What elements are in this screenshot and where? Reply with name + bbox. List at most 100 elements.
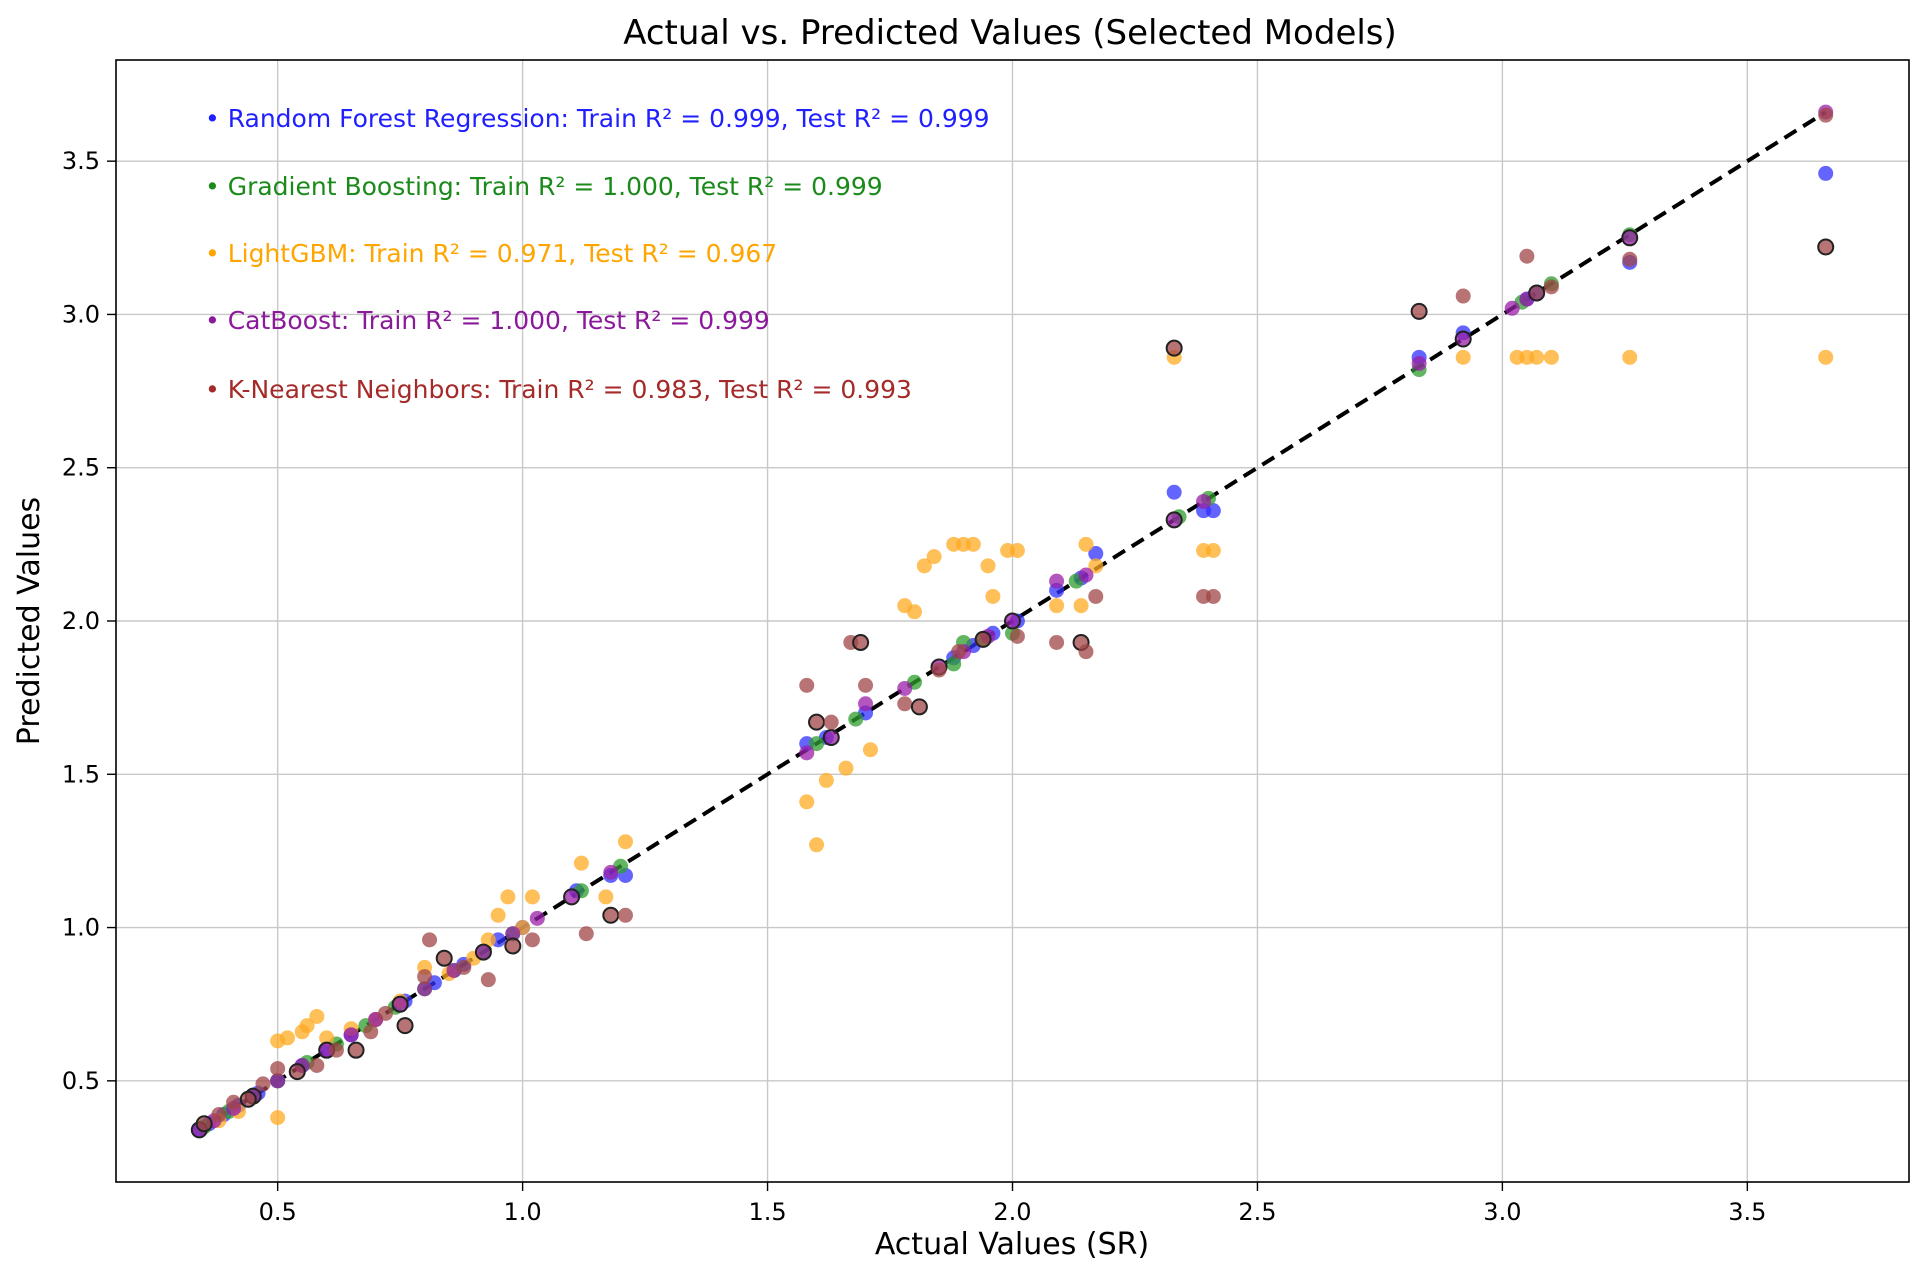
- data-point: [916, 558, 932, 574]
- data-point: [279, 1030, 295, 1046]
- data-point: [573, 855, 589, 871]
- data-point: [309, 1008, 325, 1024]
- data-point: [603, 864, 619, 880]
- data-point: [524, 932, 540, 948]
- data-point: [1009, 628, 1025, 644]
- data-point: [1622, 349, 1638, 365]
- data-point: [980, 558, 996, 574]
- data-point: [848, 711, 864, 727]
- data-point: [1454, 330, 1472, 348]
- data-point: [239, 1090, 257, 1108]
- data-point: [1818, 107, 1834, 123]
- y-tick-label: 1.0: [62, 914, 100, 942]
- data-point: [1166, 484, 1182, 500]
- data-point: [1165, 339, 1183, 357]
- data-point: [422, 932, 438, 948]
- data-point: [270, 1073, 286, 1089]
- data-point: [480, 932, 496, 948]
- x-tick-label: 2.5: [1238, 1198, 1276, 1226]
- data-point: [417, 969, 433, 985]
- ticks: 0.5 1.0 1.5 2.0 2.5 3.0 3.5 0.5 1.0 1.5 2.0 2.5 3.0 3…: [62, 147, 1767, 1226]
- data-point: [1528, 284, 1546, 302]
- data-point: [347, 1041, 365, 1059]
- data-point: [1078, 567, 1094, 583]
- data-point: [799, 677, 815, 693]
- data-point: [838, 760, 854, 776]
- data-point: [985, 588, 1001, 604]
- data-point: [808, 713, 826, 731]
- data-point: [363, 1024, 379, 1040]
- data-point: [343, 1027, 359, 1043]
- x-tick-label: 0.5: [259, 1198, 297, 1226]
- data-point: [974, 630, 992, 648]
- chart-title: Actual vs. Predicted Values (Selected Mo…: [623, 13, 1397, 53]
- data-point: [946, 656, 962, 672]
- model-annotations: • Random Forest Regression: Train R² = 0…: [205, 104, 990, 404]
- data-point: [1455, 288, 1471, 304]
- data-point: [862, 742, 878, 758]
- data-point: [1088, 558, 1104, 574]
- data-point: [226, 1094, 242, 1110]
- x-axis-label: Actual Values (SR): [875, 1227, 1149, 1262]
- data-point: [435, 949, 453, 967]
- data-point: [299, 1018, 315, 1034]
- data-point: [1088, 588, 1104, 604]
- data-point: [504, 937, 522, 955]
- data-point: [897, 680, 913, 696]
- data-point: [328, 1042, 344, 1058]
- data-point: [1165, 511, 1183, 529]
- data-point: [309, 1058, 325, 1074]
- data-point: [1543, 279, 1559, 295]
- annotation-text: • CatBoost: Train R² = 1.000, Test R² = …: [205, 306, 770, 335]
- data-point: [1088, 546, 1104, 562]
- data-point: [524, 889, 540, 905]
- data-point: [858, 677, 874, 693]
- data-point: [1004, 612, 1021, 630]
- data-point: [505, 926, 521, 942]
- data-point: [931, 662, 947, 678]
- data-point: [529, 910, 545, 926]
- data-point: [1205, 542, 1221, 558]
- data-point: [1411, 355, 1427, 371]
- data-point: [1621, 229, 1639, 247]
- data-point: [255, 1076, 271, 1092]
- data-point: [474, 943, 492, 961]
- data-point: [1622, 251, 1638, 267]
- annotation-text: • K-Nearest Neighbors: Train R² = 0.983,…: [205, 375, 912, 404]
- data-point: [1519, 248, 1535, 264]
- data-point: [602, 906, 620, 924]
- annotation-text: • Random Forest Regression: Train R² = 0…: [205, 104, 990, 133]
- x-tick-label: 3.0: [1483, 1198, 1521, 1226]
- data-point: [809, 736, 825, 752]
- data-point: [799, 794, 815, 810]
- data-point: [907, 604, 923, 620]
- annotation-text: • Gradient Boosting: Train R² = 1.000, T…: [205, 172, 883, 201]
- data-point: [500, 889, 516, 905]
- annotation-text: • LightGBM: Train R² = 0.971, Test R² = …: [205, 239, 777, 268]
- data-point: [490, 907, 506, 923]
- y-tick-label: 3.5: [62, 147, 100, 175]
- data-point: [396, 1017, 414, 1035]
- data-point: [1205, 588, 1221, 604]
- data-point: [598, 889, 614, 905]
- data-point: [818, 772, 834, 788]
- y-tick-label: 2.5: [62, 454, 100, 482]
- data-point: [1073, 598, 1089, 614]
- y-tick-label: 3.0: [62, 300, 100, 328]
- data-point: [1818, 165, 1834, 181]
- data-point: [1504, 300, 1520, 316]
- data-point: [456, 959, 472, 975]
- data-point: [417, 981, 433, 997]
- data-point: [1410, 302, 1428, 320]
- data-point: [809, 837, 825, 853]
- data-point: [823, 714, 839, 730]
- data-point: [1196, 493, 1212, 509]
- data-point: [1818, 349, 1834, 365]
- data-point: [1455, 349, 1471, 365]
- data-point: [926, 549, 942, 565]
- data-point: [1049, 634, 1065, 650]
- data-point: [822, 728, 840, 746]
- data-point: [617, 907, 633, 923]
- data-point: [1543, 349, 1559, 365]
